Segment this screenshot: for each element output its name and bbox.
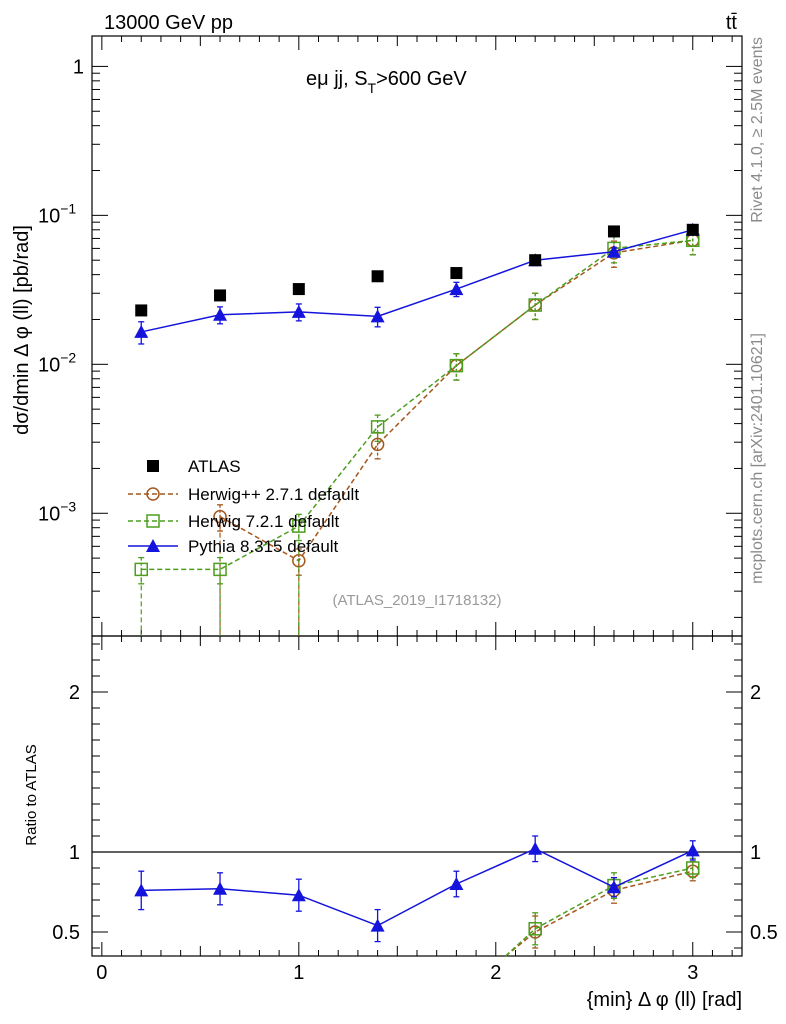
ratio-line bbox=[141, 847, 694, 927]
legend: ATLAS Herwig++ 2.7.1 default Herwig 7.2.1 … bbox=[128, 457, 359, 556]
legend-marker bbox=[146, 514, 160, 528]
data-point bbox=[450, 267, 463, 280]
ratio-tick-label: 1 bbox=[69, 842, 80, 864]
x-tick-label: 3 bbox=[687, 962, 698, 984]
ratio-point bbox=[213, 881, 228, 895]
ratio-point bbox=[449, 877, 464, 890]
x-axis-label: {min} Δ φ (ll) [rad] bbox=[587, 989, 742, 1011]
data-point bbox=[686, 223, 699, 236]
mcplots-label: mcplots.cern.ch [arXiv:2401.10621] bbox=[749, 333, 766, 584]
ratio-line bbox=[505, 870, 693, 957]
ratio-tick-label: 0.5 bbox=[52, 922, 80, 944]
data-point bbox=[371, 270, 384, 283]
data-point bbox=[529, 254, 542, 267]
legend-marker bbox=[147, 460, 159, 472]
data-point bbox=[607, 225, 620, 238]
ratio-point bbox=[685, 843, 700, 857]
ratio-line bbox=[505, 867, 693, 957]
rivet-version-label: Rivet 4.1.0, ≥ 2.5M events bbox=[749, 37, 766, 223]
data-point bbox=[370, 309, 385, 323]
legend-marker bbox=[146, 539, 160, 552]
axis-tick-labels: 0 1 2 3 1 10−1 10−2 10−3 2 2 1 1 0.5 0.5 bbox=[38, 56, 778, 984]
legend-label: Pythia 8.315 default bbox=[188, 537, 339, 556]
data-point bbox=[449, 358, 464, 373]
ratio-series bbox=[134, 835, 700, 957]
y-axis-label: dσ/dmin Δ φ (ll) [pb/rad] bbox=[11, 225, 33, 435]
y-tick-label: 1 bbox=[73, 56, 84, 78]
x-tick-label: 0 bbox=[96, 962, 107, 984]
ratio-point bbox=[528, 922, 542, 936]
legend-label: Herwig 7.2.1 default bbox=[188, 512, 339, 531]
energy-label: 13000 GeV pp bbox=[104, 12, 233, 34]
ratio-point bbox=[134, 883, 149, 897]
y-tick-label: 10−2 bbox=[38, 349, 76, 376]
ratio-tick-label-right: 1 bbox=[750, 842, 761, 864]
analysis-id: (ATLAS_2019_I1718132) bbox=[332, 592, 501, 609]
ratio-tick-label: 2 bbox=[69, 682, 80, 704]
y-tick-label: 10−1 bbox=[38, 200, 76, 227]
data-point bbox=[370, 420, 385, 434]
data-point bbox=[528, 298, 542, 312]
y-tick-label: 10−3 bbox=[38, 498, 76, 525]
data-point bbox=[213, 509, 227, 524]
data-point bbox=[213, 562, 227, 577]
data-point bbox=[134, 562, 148, 577]
process-label: tt̄ bbox=[726, 12, 738, 34]
ratio-point bbox=[528, 841, 543, 855]
legend-label: ATLAS bbox=[188, 457, 241, 476]
series-line bbox=[141, 239, 693, 571]
data-point bbox=[370, 437, 385, 452]
ratio-point bbox=[606, 880, 621, 894]
x-tick-label: 2 bbox=[490, 962, 501, 984]
ratio-tick-label-right: 2 bbox=[750, 682, 761, 704]
ratio-series-3 bbox=[134, 835, 700, 943]
main-series bbox=[134, 222, 700, 636]
series-0 bbox=[135, 223, 699, 317]
series-2 bbox=[134, 227, 700, 636]
data-point bbox=[214, 289, 227, 302]
data-point bbox=[135, 304, 148, 317]
legend-entry: Herwig 7.2.1 default bbox=[128, 512, 339, 531]
ratio-point bbox=[686, 861, 700, 875]
ratio-panel-frame bbox=[91, 635, 743, 957]
legend-marker bbox=[146, 487, 160, 501]
data-point bbox=[134, 324, 149, 338]
plot-title: eμ jj, ST>600 GeV bbox=[306, 68, 467, 96]
legend-entry: ATLAS bbox=[147, 457, 241, 476]
data-point bbox=[291, 304, 306, 318]
data-point bbox=[213, 307, 228, 321]
data-point bbox=[292, 519, 306, 533]
legend-label: Herwig++ 2.7.1 default bbox=[188, 485, 359, 504]
legend-entry: Herwig++ 2.7.1 default bbox=[128, 485, 359, 504]
ratio-series-1 bbox=[505, 860, 700, 957]
ratio-point bbox=[370, 918, 385, 932]
ratio-point bbox=[291, 888, 306, 902]
data-point bbox=[292, 283, 305, 296]
axis-ticks bbox=[92, 36, 742, 956]
data-point bbox=[449, 282, 464, 296]
ratio-tick-label-right: 0.5 bbox=[750, 922, 778, 944]
legend-entry: Pythia 8.315 default bbox=[128, 537, 339, 556]
x-tick-label: 1 bbox=[293, 962, 304, 984]
series-line bbox=[141, 229, 693, 333]
data-point bbox=[606, 244, 621, 258]
ratio-axis-label: Ratio to ATLAS bbox=[23, 744, 40, 845]
